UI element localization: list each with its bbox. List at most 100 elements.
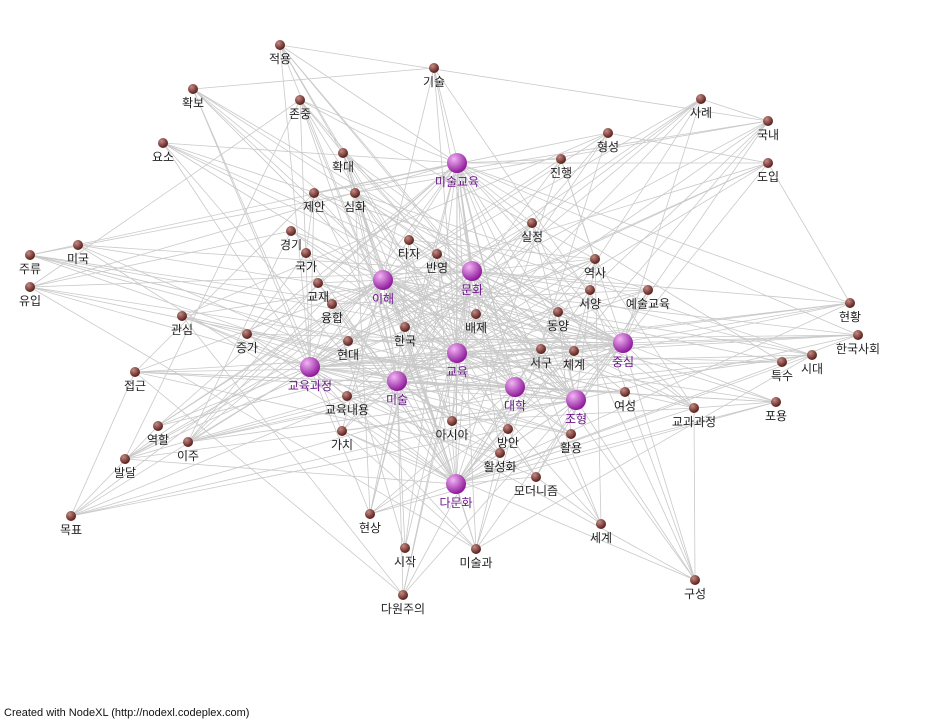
minor-node-dot[interactable] (763, 116, 773, 126)
node-경기[interactable]: 경기 (280, 226, 302, 252)
minor-node-dot[interactable] (471, 544, 481, 554)
node-현상[interactable]: 현상 (359, 509, 381, 535)
node-조형[interactable]: 조형 (565, 390, 587, 426)
minor-node-dot[interactable] (301, 248, 311, 258)
major-node-dot[interactable] (505, 377, 525, 397)
minor-node-dot[interactable] (471, 309, 481, 319)
node-목표[interactable]: 목표 (60, 511, 82, 537)
node-역할[interactable]: 역할 (147, 421, 169, 447)
node-현황[interactable]: 현황 (839, 298, 861, 324)
major-node-dot[interactable] (300, 357, 320, 377)
minor-node-dot[interactable] (689, 403, 699, 413)
node-교육[interactable]: 교육 (446, 343, 468, 379)
minor-node-dot[interactable] (763, 158, 773, 168)
major-node-dot[interactable] (566, 390, 586, 410)
major-node-dot[interactable] (613, 333, 633, 353)
minor-node-dot[interactable] (327, 299, 337, 309)
node-시작[interactable]: 시작 (394, 543, 416, 569)
major-node-dot[interactable] (387, 371, 407, 391)
node-여성[interactable]: 여성 (614, 387, 636, 413)
node-모더니즘[interactable]: 모더니즘 (514, 472, 558, 498)
minor-node-dot[interactable] (66, 511, 76, 521)
minor-node-dot[interactable] (531, 472, 541, 482)
minor-node-dot[interactable] (158, 138, 168, 148)
node-구성[interactable]: 구성 (684, 575, 706, 601)
minor-node-dot[interactable] (503, 424, 513, 434)
minor-node-dot[interactable] (643, 285, 653, 295)
node-미국[interactable]: 미국 (67, 240, 89, 266)
node-관심[interactable]: 관심 (171, 311, 193, 337)
node-타자[interactable]: 타자 (398, 235, 420, 261)
minor-node-dot[interactable] (620, 387, 630, 397)
minor-node-dot[interactable] (313, 278, 323, 288)
node-서양[interactable]: 서양 (579, 285, 601, 311)
node-활용[interactable]: 활용 (560, 429, 582, 455)
minor-node-dot[interactable] (536, 344, 546, 354)
minor-node-dot[interactable] (853, 330, 863, 340)
node-형성[interactable]: 형성 (597, 128, 619, 154)
node-이해[interactable]: 이해 (372, 270, 394, 306)
minor-node-dot[interactable] (553, 307, 563, 317)
minor-node-dot[interactable] (807, 350, 817, 360)
node-아시아[interactable]: 아시아 (435, 416, 469, 442)
minor-node-dot[interactable] (690, 575, 700, 585)
node-중심[interactable]: 중심 (612, 333, 634, 369)
major-node-dot[interactable] (446, 474, 466, 494)
minor-node-dot[interactable] (527, 218, 537, 228)
major-node-dot[interactable] (447, 153, 467, 173)
minor-node-dot[interactable] (845, 298, 855, 308)
minor-node-dot[interactable] (596, 519, 606, 529)
minor-node-dot[interactable] (183, 437, 193, 447)
minor-node-dot[interactable] (590, 254, 600, 264)
node-확보[interactable]: 확보 (182, 84, 204, 110)
minor-node-dot[interactable] (566, 429, 576, 439)
node-교육내용[interactable]: 교육내용 (325, 391, 369, 417)
node-동양[interactable]: 동양 (547, 307, 569, 333)
minor-node-dot[interactable] (337, 426, 347, 436)
node-제안[interactable]: 제안 (303, 188, 325, 214)
node-발달[interactable]: 발달 (114, 454, 136, 480)
node-다문화[interactable]: 다문화 (439, 474, 473, 510)
minor-node-dot[interactable] (309, 188, 319, 198)
node-접근[interactable]: 접근 (124, 367, 146, 393)
node-다원주의[interactable]: 다원주의 (381, 590, 425, 616)
node-미술[interactable]: 미술 (386, 371, 408, 407)
minor-node-dot[interactable] (495, 448, 505, 458)
node-역사[interactable]: 역사 (584, 254, 606, 280)
minor-node-dot[interactable] (153, 421, 163, 431)
minor-node-dot[interactable] (130, 367, 140, 377)
node-문화[interactable]: 문화 (461, 261, 483, 297)
minor-node-dot[interactable] (398, 590, 408, 600)
minor-node-dot[interactable] (338, 148, 348, 158)
node-배제[interactable]: 배제 (465, 309, 487, 335)
minor-node-dot[interactable] (350, 188, 360, 198)
node-도입[interactable]: 도입 (757, 158, 779, 184)
minor-node-dot[interactable] (25, 250, 35, 260)
major-node-dot[interactable] (373, 270, 393, 290)
minor-node-dot[interactable] (569, 346, 579, 356)
node-한국사회[interactable]: 한국사회 (836, 330, 880, 356)
node-교재[interactable]: 교재 (307, 278, 329, 304)
node-반영[interactable]: 반영 (426, 249, 448, 275)
node-교과과정[interactable]: 교과과정 (672, 403, 716, 429)
minor-node-dot[interactable] (400, 543, 410, 553)
node-확대[interactable]: 확대 (332, 148, 354, 174)
minor-node-dot[interactable] (25, 282, 35, 292)
minor-node-dot[interactable] (242, 329, 252, 339)
minor-node-dot[interactable] (585, 285, 595, 295)
minor-node-dot[interactable] (177, 311, 187, 321)
node-세계[interactable]: 세계 (590, 519, 612, 545)
node-융합[interactable]: 융합 (321, 299, 343, 325)
minor-node-dot[interactable] (777, 357, 787, 367)
node-이주[interactable]: 이주 (177, 437, 199, 463)
node-서구[interactable]: 서구 (530, 344, 552, 370)
node-예술교육[interactable]: 예술교육 (626, 285, 670, 311)
minor-node-dot[interactable] (696, 94, 706, 104)
node-유입[interactable]: 유입 (19, 282, 41, 308)
node-주류[interactable]: 주류 (19, 250, 41, 276)
node-한국[interactable]: 한국 (394, 322, 416, 348)
minor-node-dot[interactable] (404, 235, 414, 245)
node-기술[interactable]: 기술 (423, 63, 445, 89)
node-요소[interactable]: 요소 (152, 138, 174, 164)
minor-node-dot[interactable] (73, 240, 83, 250)
